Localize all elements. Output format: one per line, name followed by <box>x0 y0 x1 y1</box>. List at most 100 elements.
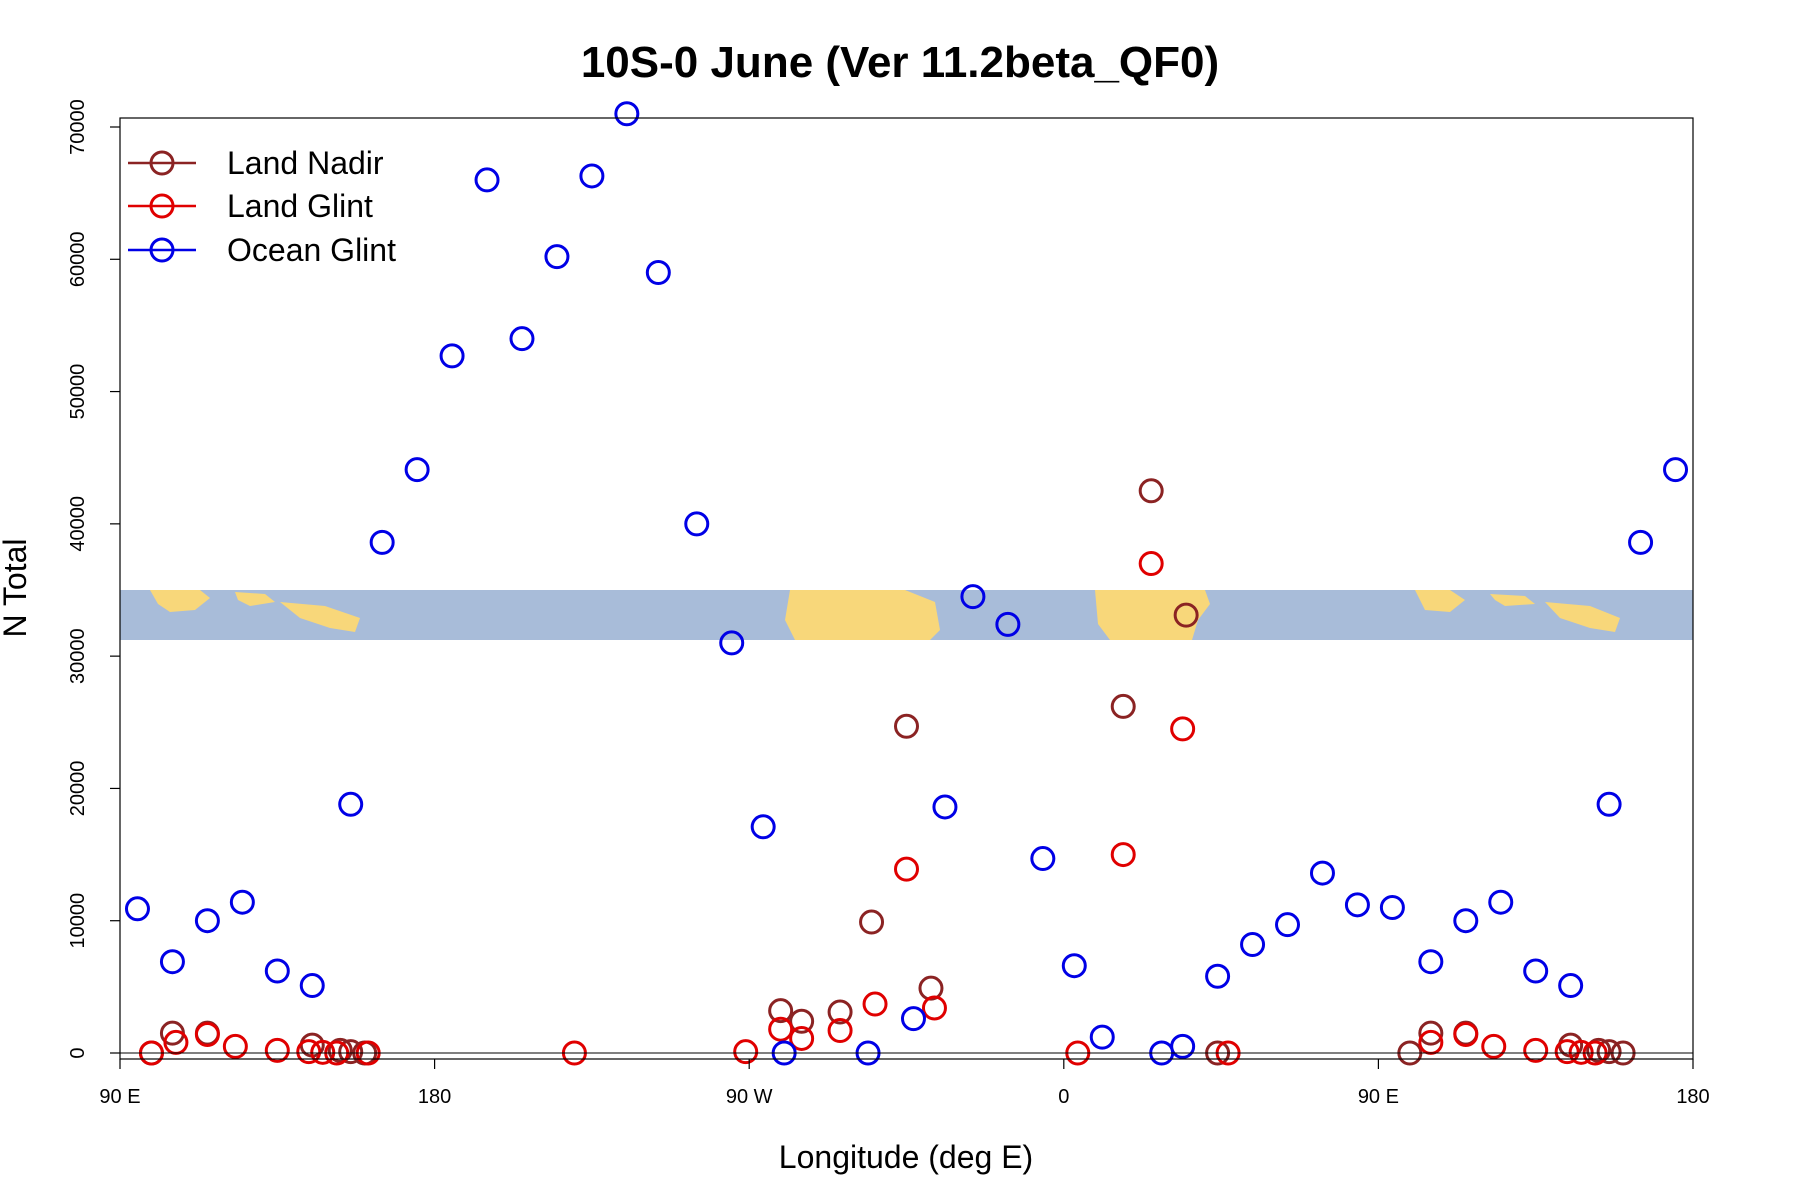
y-axis: 0 10000 20000 30000 40000 50000 60000 70000 <box>67 99 120 1059</box>
chart-title: 10S-0 June (Ver 11.2beta_QF0) <box>581 38 1219 87</box>
point-ocean-glint <box>229 889 255 915</box>
x-tick-label: 180 <box>418 1086 451 1108</box>
y-tick-label: 10000 <box>67 893 89 949</box>
point-land-nadir <box>1586 1037 1612 1063</box>
point-ocean-glint <box>474 167 500 193</box>
point-ocean-glint <box>1344 892 1370 918</box>
point-ocean-glint <box>194 908 220 934</box>
point-ocean-glint <box>932 794 958 820</box>
point-ocean-glint <box>1089 1024 1115 1050</box>
point-ocean-glint <box>1205 963 1231 989</box>
point-land-glint <box>1170 716 1196 742</box>
legend-marker-ocean-glint <box>149 237 175 263</box>
point-land-glint <box>1568 1039 1594 1065</box>
world-map-band <box>120 590 1693 640</box>
point-land-glint <box>310 1039 336 1065</box>
point-ocean-glint <box>1663 457 1689 483</box>
point-ocean-glint <box>900 1006 926 1032</box>
point-ocean-glint <box>124 896 150 922</box>
point-ocean-glint <box>719 630 745 656</box>
point-ocean-glint <box>1488 889 1514 915</box>
map-land-shape <box>785 590 940 640</box>
x-tick-label: 0 <box>1058 1086 1069 1108</box>
point-land-glint <box>733 1039 759 1065</box>
map-land-shape <box>1490 594 1535 606</box>
point-land-glint <box>1453 1021 1479 1047</box>
point-land-glint <box>1554 1039 1580 1065</box>
map-land-shape <box>1415 590 1465 612</box>
point-ocean-glint <box>439 343 465 369</box>
plot-frame <box>119 117 1694 1060</box>
point-land-glint <box>296 1039 322 1065</box>
point-ocean-glint <box>544 244 570 270</box>
map-land-shape <box>150 590 210 612</box>
point-land-nadir <box>1173 602 1199 628</box>
point-land-nadir <box>827 999 853 1025</box>
x-tick-label: 90 E <box>99 1086 140 1108</box>
point-land-nadir <box>768 998 794 1024</box>
point-land-nadir <box>894 713 919 739</box>
point-land-nadir <box>1110 693 1136 719</box>
point-land-glint <box>1523 1037 1549 1063</box>
point-ocean-glint <box>645 260 671 286</box>
x-axis-label: Longitude (deg E) <box>779 1139 1033 1175</box>
y-axis-label: N Total <box>0 538 33 637</box>
y-tick-label: 60000 <box>67 231 89 287</box>
point-ocean-glint <box>404 457 430 483</box>
map-land-shape <box>1545 602 1620 632</box>
point-ocean-glint <box>1523 958 1549 984</box>
point-ocean-glint <box>579 163 605 189</box>
point-land-glint <box>222 1033 248 1059</box>
x-tick-label: 90 E <box>1358 1086 1399 1108</box>
y-tick-label: 50000 <box>67 364 89 420</box>
point-ocean-glint <box>264 958 290 984</box>
legend-marker-land-nadir <box>149 150 175 176</box>
point-land-glint <box>1481 1033 1507 1059</box>
point-ocean-glint <box>509 326 535 352</box>
point-land-nadir <box>859 909 885 935</box>
map-land-shape <box>1095 590 1210 640</box>
x-tick-label: 90 W <box>726 1086 773 1108</box>
x-tick-label: 180 <box>1676 1086 1709 1108</box>
point-ocean-glint <box>684 511 710 537</box>
point-ocean-glint <box>1558 973 1584 999</box>
point-ocean-glint <box>1453 908 1479 934</box>
point-ocean-glint <box>1030 846 1056 872</box>
point-ocean-glint <box>1170 1033 1196 1059</box>
legend-marker-land-glint <box>149 193 175 219</box>
y-tick-label: 0 <box>67 1047 89 1058</box>
point-land-nadir <box>1418 1020 1444 1046</box>
point-ocean-glint <box>1061 953 1087 979</box>
point-ocean-glint <box>369 529 395 555</box>
point-ocean-glint <box>159 949 185 975</box>
point-ocean-glint <box>1628 529 1654 555</box>
point-land-glint <box>264 1037 290 1063</box>
y-tick-label: 40000 <box>67 496 89 552</box>
point-ocean-glint <box>1275 912 1301 938</box>
point-land-nadir <box>338 1039 364 1065</box>
point-land-glint <box>894 856 919 882</box>
point-ocean-glint <box>1596 791 1622 817</box>
point-ocean-glint <box>299 973 325 999</box>
point-ocean-glint <box>614 101 640 127</box>
map-land-shape <box>280 602 360 632</box>
point-land-glint <box>921 995 947 1021</box>
point-land-nadir <box>789 1008 815 1034</box>
y-tick-label: 70000 <box>67 99 89 155</box>
point-land-glint <box>1138 551 1164 577</box>
point-land-glint <box>862 991 888 1017</box>
point-land-nadir <box>918 975 944 1001</box>
legend: Land Nadir Land Glint Ocean Glint <box>128 145 396 268</box>
point-land-glint <box>1110 842 1136 868</box>
map-land-shapes <box>150 590 1620 640</box>
legend-label-ocean-glint: Ocean Glint <box>227 232 396 268</box>
point-ocean-glint <box>995 611 1021 637</box>
point-ocean-glint <box>960 584 986 610</box>
point-land-nadir <box>1596 1039 1622 1065</box>
point-land-glint <box>194 1021 220 1047</box>
map-land-shape <box>235 592 275 606</box>
point-land-nadir <box>1138 478 1164 504</box>
x-axis: 90 E 180 90 W 0 90 E 180 <box>99 1059 1710 1108</box>
y-tick-label: 20000 <box>67 761 89 817</box>
